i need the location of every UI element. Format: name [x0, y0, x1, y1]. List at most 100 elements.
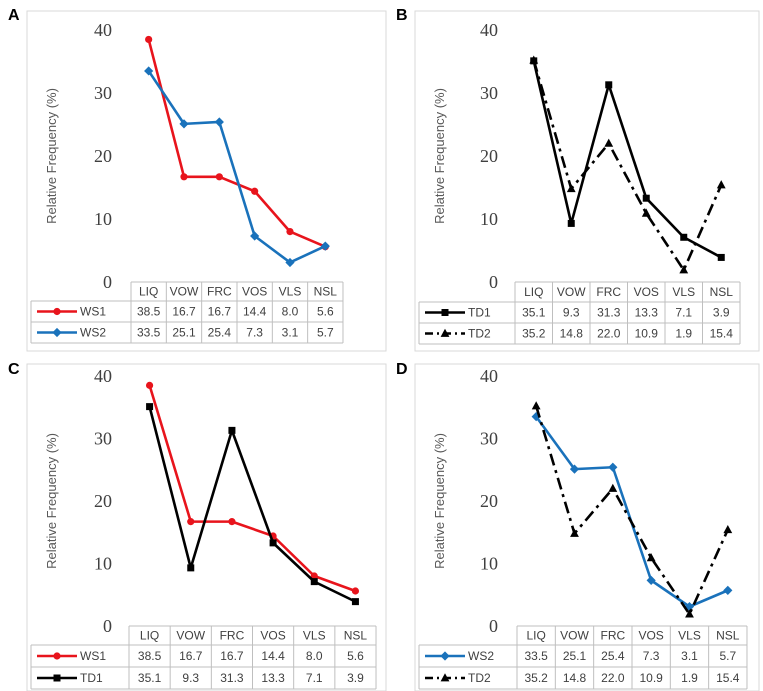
- table-value: 13.3: [635, 306, 659, 320]
- table-value: 5.6: [317, 305, 334, 319]
- legend-marker: [53, 307, 61, 316]
- data-point: [608, 462, 618, 472]
- series-line: [532, 59, 723, 272]
- data-table: LIQ VOW FRC VOS VLS NSL: [418, 281, 741, 345]
- data-point: [717, 253, 725, 261]
- chart-panel-b: B 0 10 20 30 40 Relative Frequency (%) LIQ VOW FR…: [396, 7, 760, 352]
- category-label: VLS: [279, 285, 302, 299]
- table-value: 8.0: [306, 649, 323, 663]
- y-tick-label: 30: [480, 83, 498, 103]
- category-label: NSL: [344, 629, 368, 643]
- panel-label: B: [396, 7, 408, 24]
- table-value: 7.1: [306, 671, 323, 685]
- y-tick-label: 30: [480, 429, 498, 449]
- data-table: LIQ VOW FRC VOS VLS NSL: [418, 625, 748, 690]
- data-point: [310, 578, 318, 586]
- panel-label: C: [8, 361, 20, 378]
- category-label: FRC: [600, 629, 625, 643]
- table-value: 5.6: [347, 649, 364, 663]
- table-value: 25.4: [208, 326, 232, 340]
- y-tick-label: 20: [480, 146, 498, 166]
- data-point: [531, 412, 541, 422]
- data-point: [228, 518, 236, 526]
- y-tick-label: 10: [94, 209, 112, 229]
- table-value: 25.4: [601, 649, 625, 663]
- data-point: [567, 219, 575, 227]
- table-value: 14.4: [261, 649, 285, 663]
- legend-marker: [440, 651, 450, 661]
- y-tick-label: 40: [480, 366, 498, 386]
- table-value: 3.1: [681, 649, 698, 663]
- series-line: [147, 39, 326, 248]
- data-point: [531, 401, 541, 410]
- data-point: [310, 572, 318, 580]
- series-ws2: WS2 33.5 25.1 25.4 7.3 3.1 5.7: [37, 66, 334, 340]
- category-label: VOW: [557, 285, 586, 299]
- data-point: [570, 528, 579, 537]
- table-value: 15.4: [716, 671, 740, 685]
- series-td1: TD1 35.1 9.3 31.3 13.3 7.1 3.9: [37, 403, 364, 685]
- y-tick-label: 30: [94, 83, 112, 103]
- y-tick-label: 10: [480, 554, 498, 574]
- table-value: 3.1: [282, 326, 299, 340]
- series-line: [147, 70, 326, 264]
- data-point: [285, 257, 295, 268]
- table-value: 22.0: [597, 327, 621, 341]
- table-value: 25.1: [563, 649, 587, 663]
- data-point: [569, 464, 580, 474]
- table-value: 16.7: [179, 649, 203, 663]
- data-point: [608, 483, 618, 492]
- table-value: 16.7: [208, 305, 232, 319]
- category-label: VOS: [242, 285, 267, 299]
- category-label: VOW: [170, 285, 199, 299]
- legend-marker: [440, 673, 450, 682]
- table-value: 7.1: [675, 306, 692, 320]
- legend-key: [425, 673, 465, 682]
- category-label: VOS: [260, 629, 285, 643]
- table-value: 10.9: [639, 671, 663, 685]
- table-value: 3.9: [347, 671, 364, 685]
- legend-label: WS1: [80, 649, 106, 663]
- table-value: 33.5: [524, 649, 548, 663]
- table-value: 31.3: [220, 671, 244, 685]
- series-ws1: WS1 38.5 16.7 16.7 14.4 8.0 5.6: [37, 35, 334, 319]
- legend-key: [37, 307, 77, 316]
- data-table: LIQ VOW FRC VOS VLS NSL: [30, 625, 377, 690]
- legend-marker: [53, 674, 61, 682]
- data-point: [251, 187, 259, 195]
- series-line: [535, 415, 729, 608]
- data-point: [145, 381, 154, 389]
- category-label: VLS: [303, 629, 326, 643]
- legend-label: WS2: [468, 649, 494, 663]
- data-point: [716, 180, 726, 189]
- y-tick-label: 40: [94, 20, 112, 40]
- category-label: NSL: [314, 285, 338, 299]
- category-label: VLS: [678, 629, 701, 643]
- category-label: VOS: [638, 629, 663, 643]
- table-value: 9.3: [563, 306, 580, 320]
- table-value: 16.7: [172, 305, 196, 319]
- table-value: 35.1: [138, 671, 162, 685]
- y-axis-label: Relative Frequency (%): [44, 88, 59, 224]
- data-point: [604, 138, 614, 147]
- y-tick-label: 0: [103, 272, 112, 292]
- chart-panel-c: C 0 10 20 30 40 Relative Frequency (%) LIQ VOW FR…: [8, 361, 387, 691]
- data-point: [685, 609, 694, 618]
- table-value: 8.0: [282, 305, 299, 319]
- y-tick-label: 20: [94, 146, 112, 166]
- category-label: NSL: [710, 285, 734, 299]
- series-line: [148, 406, 357, 603]
- y-tick-label: 0: [489, 272, 498, 292]
- data-point: [679, 265, 689, 274]
- category-label: FRC: [220, 629, 245, 643]
- legend-key: [37, 327, 77, 338]
- table-value: 14.8: [563, 671, 587, 685]
- category-label: FRC: [207, 285, 232, 299]
- data-point: [250, 231, 260, 241]
- table-value: 14.8: [560, 327, 584, 341]
- category-label: VLS: [672, 285, 695, 299]
- table-value: 13.3: [261, 671, 285, 685]
- legend-marker: [53, 652, 61, 660]
- table-value: 3.9: [713, 306, 730, 320]
- legend-label: WS1: [80, 305, 106, 319]
